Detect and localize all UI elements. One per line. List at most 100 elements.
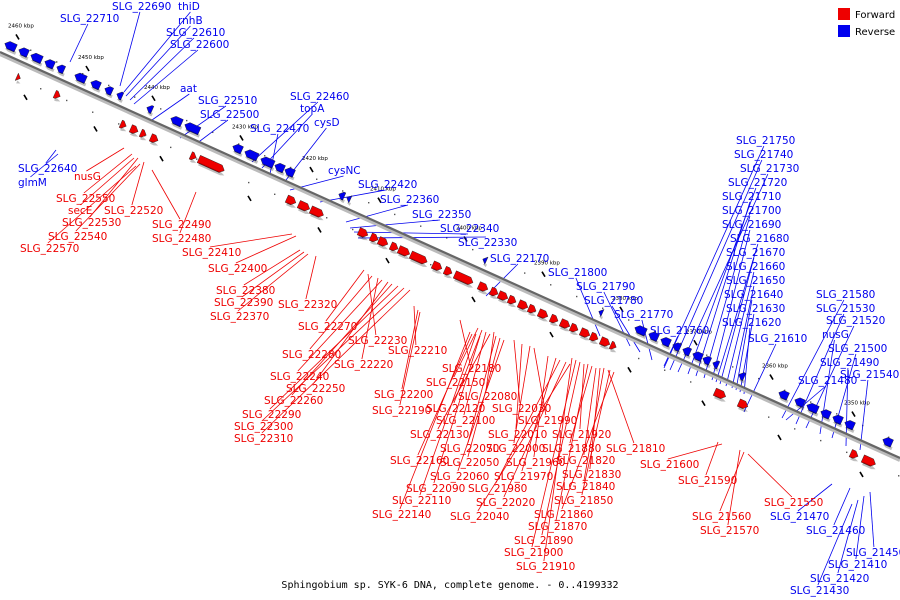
forward-gene-arrow — [52, 90, 61, 99]
forward-gene-arrow — [558, 318, 571, 329]
reverse-gene-arrow — [244, 149, 260, 162]
guide-dot — [290, 166, 292, 169]
guide-dot — [664, 369, 666, 371]
reverse-gene-label-cysd: cysD — [314, 117, 340, 129]
reverse-gene-label-slg-21680: SLG_21680 — [730, 233, 789, 245]
gene-shadow — [130, 131, 139, 137]
forward-gene-label-slg-22030: SLG_22030 — [492, 403, 551, 415]
forward-gene-label-sece: secE — [68, 205, 92, 217]
forward-gene-label-slg-22300: SLG_22300 — [234, 421, 293, 433]
reverse-leader-line — [725, 271, 755, 387]
reverse-leader-line — [195, 119, 229, 145]
scale-tick-mark — [471, 296, 476, 303]
gene-shadow — [610, 348, 617, 353]
forward-gene-arrow — [712, 387, 726, 399]
reverse-gene-label-aat: aat — [180, 83, 197, 95]
reverse-leader-line — [133, 49, 199, 105]
forward-gene-label-slg-22310: SLG_22310 — [234, 433, 293, 445]
guide-dot — [794, 428, 796, 430]
gene-shadow — [16, 80, 21, 84]
reverse-leader-line — [715, 243, 759, 383]
scale-tick-mark — [317, 227, 322, 233]
scale-tick-mark — [777, 434, 782, 441]
forward-gene-arrow — [496, 290, 509, 301]
forward-gene-label-slg-22160: SLG_22160 — [390, 455, 449, 467]
guide-dot — [170, 146, 172, 149]
reverse-gene-label-slg-21800: SLG_21800 — [548, 267, 607, 279]
guide-dot — [654, 331, 656, 333]
forward-gene-arrow — [488, 286, 499, 297]
gene-shadow — [338, 199, 345, 204]
guide-dot — [56, 61, 58, 63]
gene-shadow — [692, 358, 703, 365]
scale-tick-label: 2450 kbp — [78, 55, 104, 61]
genome-caption: Sphingobium sp. SYK-6 DNA, complete geno… — [281, 580, 618, 591]
guide-dot — [836, 413, 838, 415]
guide-dot — [274, 193, 276, 196]
scale-tick-mark — [769, 374, 774, 380]
gene-shadow — [184, 129, 201, 138]
gene-shadow — [478, 288, 488, 295]
forward-gene-label-slg-22290: SLG_22290 — [242, 409, 301, 421]
guide-dot — [576, 295, 578, 298]
gene-shadow — [844, 427, 855, 433]
scale-tick-label: 2360 kbp — [762, 364, 788, 370]
scale-tick-label: 2350 kbp — [844, 401, 870, 407]
forward-gene-label-slg-21990: SLG_21990 — [518, 415, 577, 427]
reverse-gene-arrow — [104, 86, 114, 96]
forward-gene-label-slg-21570: SLG_21570 — [700, 525, 759, 537]
reverse-gene-arrow — [338, 191, 347, 201]
gene-shadow — [850, 456, 859, 462]
gene-shadow — [682, 354, 691, 360]
forward-gene-label-slg-21900: SLG_21900 — [504, 547, 563, 559]
scale-tick-label: 2370 kbp — [686, 329, 712, 335]
gene-shadow — [672, 349, 681, 355]
forward-gene-label-slg-22390: SLG_22390 — [214, 297, 273, 309]
forward-gene-arrow — [578, 327, 591, 338]
forward-leader-line — [437, 333, 491, 430]
reverse-gene-label-glmm: glmM — [18, 177, 47, 189]
forward-leader-line — [467, 335, 497, 444]
reverse-gene-label-slg-21620: SLG_21620 — [722, 317, 781, 329]
reverse-gene-arrow — [634, 325, 648, 337]
guide-dot — [820, 439, 822, 442]
forward-gene-label-slg-22090: SLG_22090 — [406, 483, 465, 495]
gene-shadow — [702, 363, 711, 369]
reverse-gene-arrow — [30, 52, 44, 65]
forward-leader-line — [309, 275, 373, 350]
reverse-leader-line — [179, 105, 227, 139]
reverse-gene-arrow — [882, 437, 894, 448]
reverse-gene-label-slg-22610: SLG_22610 — [166, 27, 225, 39]
forward-gene-arrow — [128, 124, 139, 134]
gene-shadow — [820, 416, 831, 423]
gene-shadow — [482, 264, 488, 268]
forward-gene-label-slg-21920: SLG_21920 — [552, 429, 611, 441]
guide-dot — [108, 84, 110, 87]
reverse-gene-label-slg-21760: SLG_21760 — [650, 325, 709, 337]
forward-leader-line — [513, 345, 531, 444]
reverse-leader-line — [641, 319, 653, 361]
forward-gene-label-slg-22410: SLG_22410 — [182, 247, 241, 259]
guide-dot — [212, 131, 214, 134]
forward-gene-arrow — [368, 232, 379, 243]
reverse-gene-label-slg-22470: SLG_22470 — [250, 123, 309, 135]
guide-dot — [30, 49, 32, 51]
gene-shadow — [54, 97, 61, 102]
guide-dot — [784, 389, 786, 392]
forward-leader-line — [533, 347, 547, 416]
forward-leader-line — [261, 287, 405, 422]
scale-tick-mark — [385, 257, 390, 264]
forward-gene-arrow — [516, 299, 529, 310]
forward-leader-line — [579, 363, 585, 430]
guide-dot — [768, 416, 770, 418]
reverse-gene-arrow — [598, 309, 605, 318]
reverse-gene-arrow — [146, 105, 155, 114]
scale-tick-mark — [627, 366, 632, 373]
reverse-leader-line — [611, 305, 641, 353]
reverse-leader-line — [119, 11, 141, 87]
guide-dot — [846, 451, 848, 454]
scale-tick-label: 2420 kbp — [302, 156, 328, 162]
guide-dot — [706, 354, 708, 356]
guide-dot — [888, 436, 890, 438]
gene-shadow — [570, 330, 579, 336]
